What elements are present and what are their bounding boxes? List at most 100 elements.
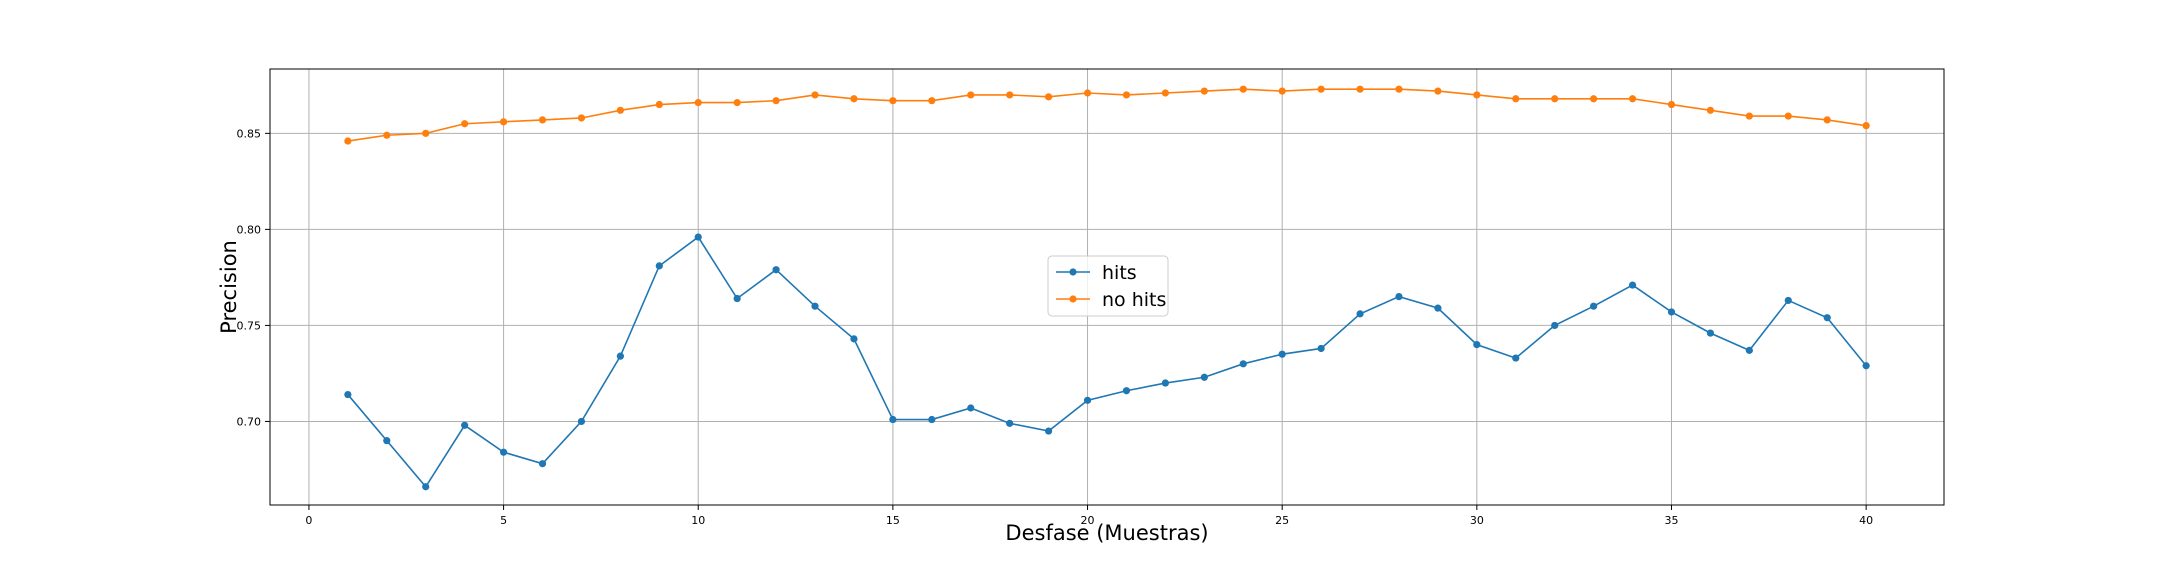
data-point [733,294,741,303]
series-line [347,88,1867,142]
data-point [772,266,780,274]
data-point [1239,85,1247,93]
data-point [889,97,897,105]
data-point [1200,373,1208,381]
legend-label: no hits [1102,289,1166,311]
data-point [616,106,624,114]
y-axis-ticks: 0.70 0.75 0.80 0.85 [237,127,270,428]
legend: hits no hits [1047,255,1169,317]
data-point [1395,293,1403,301]
data-point [538,460,547,468]
data-point [383,131,391,139]
data-point [1278,350,1286,358]
data-point [1473,341,1481,349]
data-point [694,233,702,241]
legend-label: hits [1102,262,1137,284]
data-point [1006,419,1014,427]
data-point [1667,308,1676,316]
x-tick-label: 10 [691,514,705,527]
data-point [928,415,936,424]
data-point [461,120,469,128]
data-point [1706,106,1715,114]
legend-item: no hits [1056,289,1166,311]
series-line [347,235,1867,489]
data-point [1161,379,1169,387]
data-point [1161,89,1169,97]
x-tick-label: 5 [500,514,507,527]
data-point [1239,360,1247,368]
x-tick-label: 25 [1275,514,1289,527]
data-point [967,91,975,99]
data-point [577,114,586,122]
data-point [889,415,897,424]
data-point [383,437,391,445]
data-point [1745,346,1753,354]
data-point [811,91,819,99]
data-point [1628,281,1637,289]
data-point [1356,310,1364,318]
data-point [1434,87,1442,95]
y-axis-label: Precision [217,240,241,334]
x-tick-label: 0 [305,514,312,527]
data-point [616,352,624,360]
data-point [1083,89,1092,97]
data-point [1356,85,1364,93]
data-point [1045,427,1053,435]
data-point [499,118,508,126]
data-point [1045,93,1053,101]
x-tick-label: 15 [886,514,900,527]
data-point [1317,85,1325,93]
data-point [1083,396,1092,404]
data-point [1317,344,1325,353]
data-point [1278,87,1286,95]
data-point [1590,302,1598,310]
legend-box [1047,255,1169,317]
data-point [1823,116,1831,124]
x-tick-label: 40 [1859,514,1873,527]
x-tick-label: 30 [1470,514,1484,527]
plot-area-frame [269,68,1945,506]
data-point [1512,95,1520,103]
data-point [928,97,936,105]
data-point [422,129,430,137]
data-point [577,417,586,426]
series-hits [344,233,1870,491]
data-point [1551,321,1559,330]
data-point [1862,362,1870,370]
data-point [1551,95,1559,103]
x-axis-label: Desfase (Muestras) [1005,521,1208,545]
data-point [1473,91,1481,99]
data-point [1590,95,1598,103]
series-layer [344,85,1870,491]
data-point [1395,85,1403,93]
data-point [1784,296,1792,305]
data-point [538,116,547,124]
series-no-hits [344,85,1870,145]
legend-marker [1069,268,1077,276]
data-point [850,95,858,103]
data-point [1862,122,1870,130]
data-point [811,302,819,310]
data-point [1706,329,1715,337]
data-point [850,335,858,343]
data-point [1784,112,1792,120]
data-point [1122,387,1131,395]
data-point [733,99,741,107]
data-point [1122,91,1131,99]
legend-item: hits [1056,262,1137,284]
data-point [344,137,352,145]
data-point [461,421,469,429]
data-point [1434,304,1442,312]
data-point [499,448,508,456]
data-point [1628,95,1637,103]
data-point [1200,87,1208,95]
data-point [1512,354,1520,362]
data-point [422,483,430,491]
data-point [1823,314,1831,322]
y-tick-label: 0.75 [237,319,262,332]
data-point [772,97,780,105]
legend-marker [1069,295,1077,303]
y-tick-label: 0.70 [237,415,262,428]
data-point [1667,100,1676,109]
